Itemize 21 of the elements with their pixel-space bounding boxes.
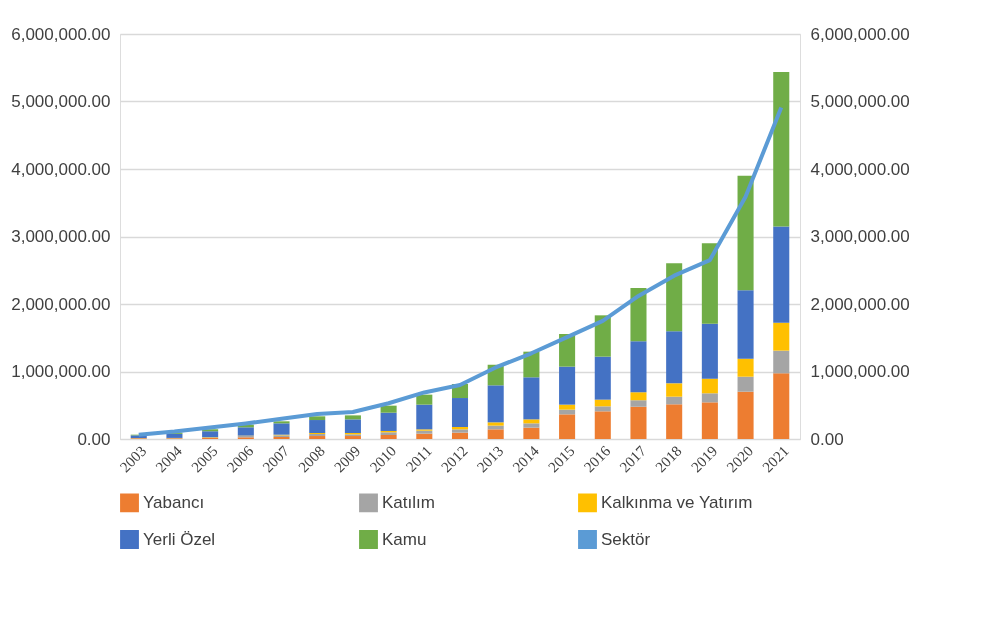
y2-tick-label: 1,000,000.00	[810, 362, 910, 381]
legend-label: Kalkınma ve Yatırım	[601, 492, 753, 512]
y-tick-label: 0.00	[77, 429, 111, 449]
y-tick-label: 6,000,000.00	[11, 24, 111, 44]
y2-tick-label: 0.00	[810, 429, 844, 449]
y2-tick-label: 4,000,000.00	[810, 159, 910, 179]
y-tick-label: 4,000,000.00	[11, 159, 111, 179]
legend-label: Yerli Özel	[143, 529, 216, 549]
y2-tick-label: 2,000,000.00	[810, 294, 910, 314]
y-tick-label: 2,000,000.00	[11, 294, 111, 314]
y2-tick-label: 5,000,000.00	[810, 92, 910, 111]
x-tick-label: 2011	[402, 442, 435, 475]
y-tick-label: 3,000,000.00	[11, 227, 111, 246]
y2-tick-label: 3,000,000.00	[810, 227, 910, 246]
y-tick-label: 1,000,000.00	[11, 362, 111, 381]
legend-label: Sektör	[601, 529, 651, 549]
legend-label: Yabancı	[143, 492, 205, 512]
legend-label: Katılım	[382, 492, 435, 512]
y2-tick-label: 6,000,000.00	[810, 24, 910, 44]
legend-label: Kamu	[382, 529, 427, 549]
y-tick-label: 5,000,000.00	[11, 92, 111, 111]
